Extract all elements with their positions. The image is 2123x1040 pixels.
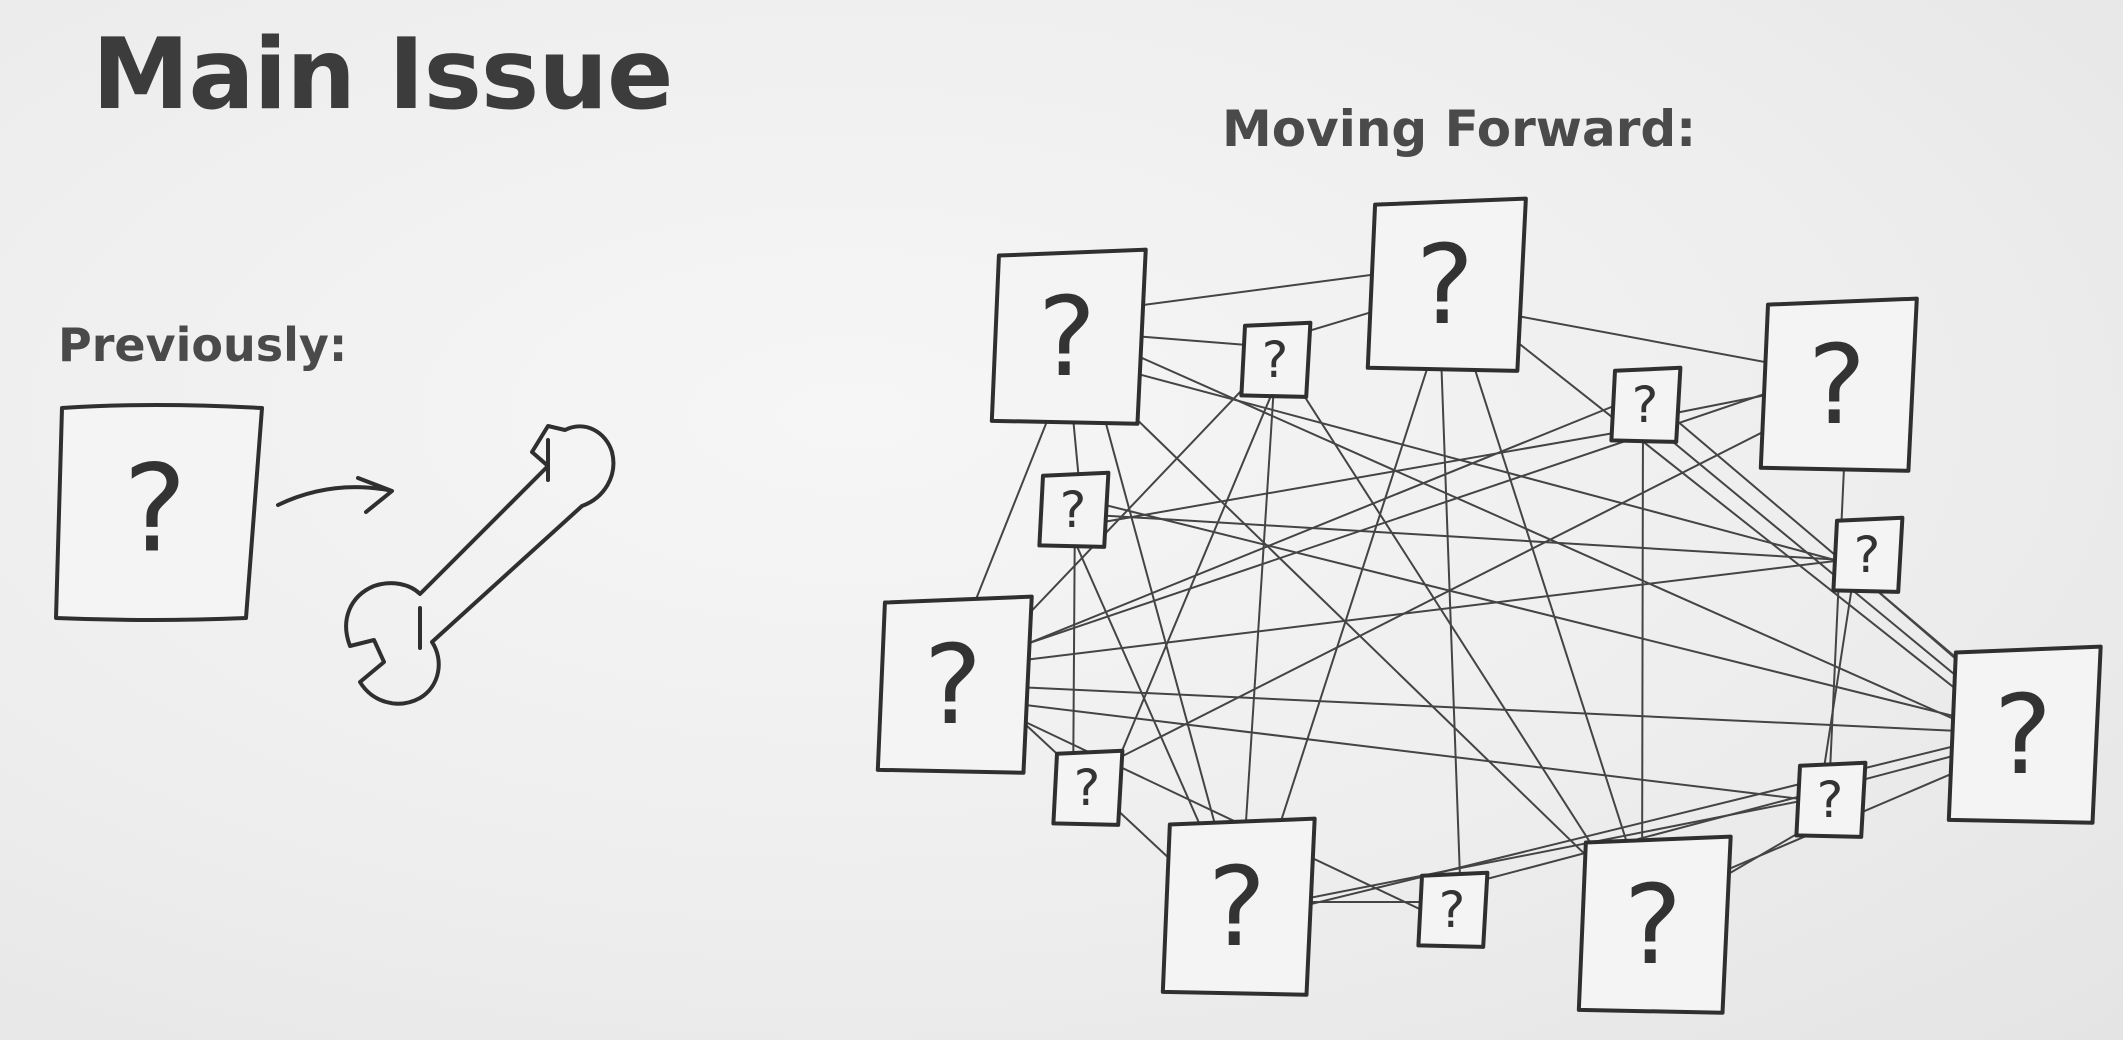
previously-label: Previously:: [58, 318, 348, 372]
network-edge: [959, 396, 1637, 672]
question-box: ?: [1365, 196, 1528, 373]
network-edge: [1092, 395, 1835, 772]
network-edge: [1437, 271, 1462, 906]
page-title: Main Issue: [92, 18, 673, 132]
question-mark: ?: [1808, 321, 1866, 449]
network-edge: [1451, 297, 1656, 931]
network-edge: [958, 696, 1843, 805]
network-edge: [1444, 284, 2015, 736]
question-box-frame: [1416, 870, 1490, 949]
question-box: ?: [1416, 870, 1490, 949]
question-mark: ?: [1416, 221, 1474, 349]
question-box-frame: [1794, 760, 1868, 839]
question-box: ?: [1831, 515, 1905, 594]
question-mark: ?: [1632, 376, 1659, 434]
question-mark: ?: [1994, 671, 2052, 799]
question-box-frame: [1831, 515, 1905, 594]
question-mark: ?: [924, 621, 982, 749]
network-edge: [949, 555, 1877, 670]
network-edge: [1084, 499, 2035, 737]
question-box: ?: [1051, 748, 1125, 827]
question-mark: ?: [1817, 771, 1844, 829]
network-edge: [1241, 731, 2013, 922]
question-mark: ?: [1208, 843, 1266, 971]
network-edge: [1069, 325, 2029, 753]
question-mark: ?: [1074, 759, 1101, 817]
question-box-frame: [1160, 816, 1317, 997]
question-box-frame: [1051, 748, 1125, 827]
network-edge: [959, 690, 1448, 923]
question-mark: ?: [1262, 331, 1289, 389]
question-box: ?: [875, 594, 1034, 775]
network-nodes: ??????????????: [875, 196, 2103, 1015]
question-box: ?: [1160, 816, 1317, 997]
question-box: ?: [1946, 644, 2103, 825]
network-edge: [1444, 736, 2026, 891]
question-box-frame: [1758, 296, 1919, 473]
question-box-frame: [1037, 470, 1111, 549]
question-box: ?: [1239, 320, 1313, 399]
network-edge: [1100, 366, 1284, 802]
network-edge: [1068, 424, 1661, 529]
network-edge: [951, 683, 2025, 735]
question-mark: ?: [1439, 881, 1466, 939]
question-box: ?: [1758, 296, 1919, 473]
network-edge: [940, 367, 1842, 674]
question-mark: ?: [1038, 273, 1096, 401]
question-box-frame: [1946, 644, 2103, 825]
previous-box: ?: [54, 403, 264, 622]
moving-forward-label: Moving Forward:: [1222, 100, 1697, 158]
question-box-frame: [1576, 834, 1733, 1015]
svg-text:?: ?: [123, 441, 187, 580]
network-edge: [1060, 512, 1861, 562]
question-box-frame: [875, 594, 1034, 775]
question-box-frame: [1239, 320, 1313, 399]
question-box-frame: [1365, 196, 1528, 373]
question-mark: ?: [1854, 526, 1881, 584]
question-mark: ?: [1060, 481, 1087, 539]
question-box-frame: [1609, 365, 1683, 444]
network-edge: [1268, 340, 1646, 929]
question-box: ?: [1609, 365, 1683, 444]
wrench-icon: [344, 424, 616, 706]
question-box-frame: [989, 247, 1148, 426]
arrow-right-icon: [276, 476, 394, 514]
question-box: ?: [1794, 760, 1868, 839]
question-mark: ?: [1624, 861, 1682, 989]
question-box: ?: [989, 247, 1148, 426]
network-edge: [1249, 269, 1460, 918]
question-box: ?: [1576, 834, 1733, 1015]
question-box: ?: [1037, 470, 1111, 549]
